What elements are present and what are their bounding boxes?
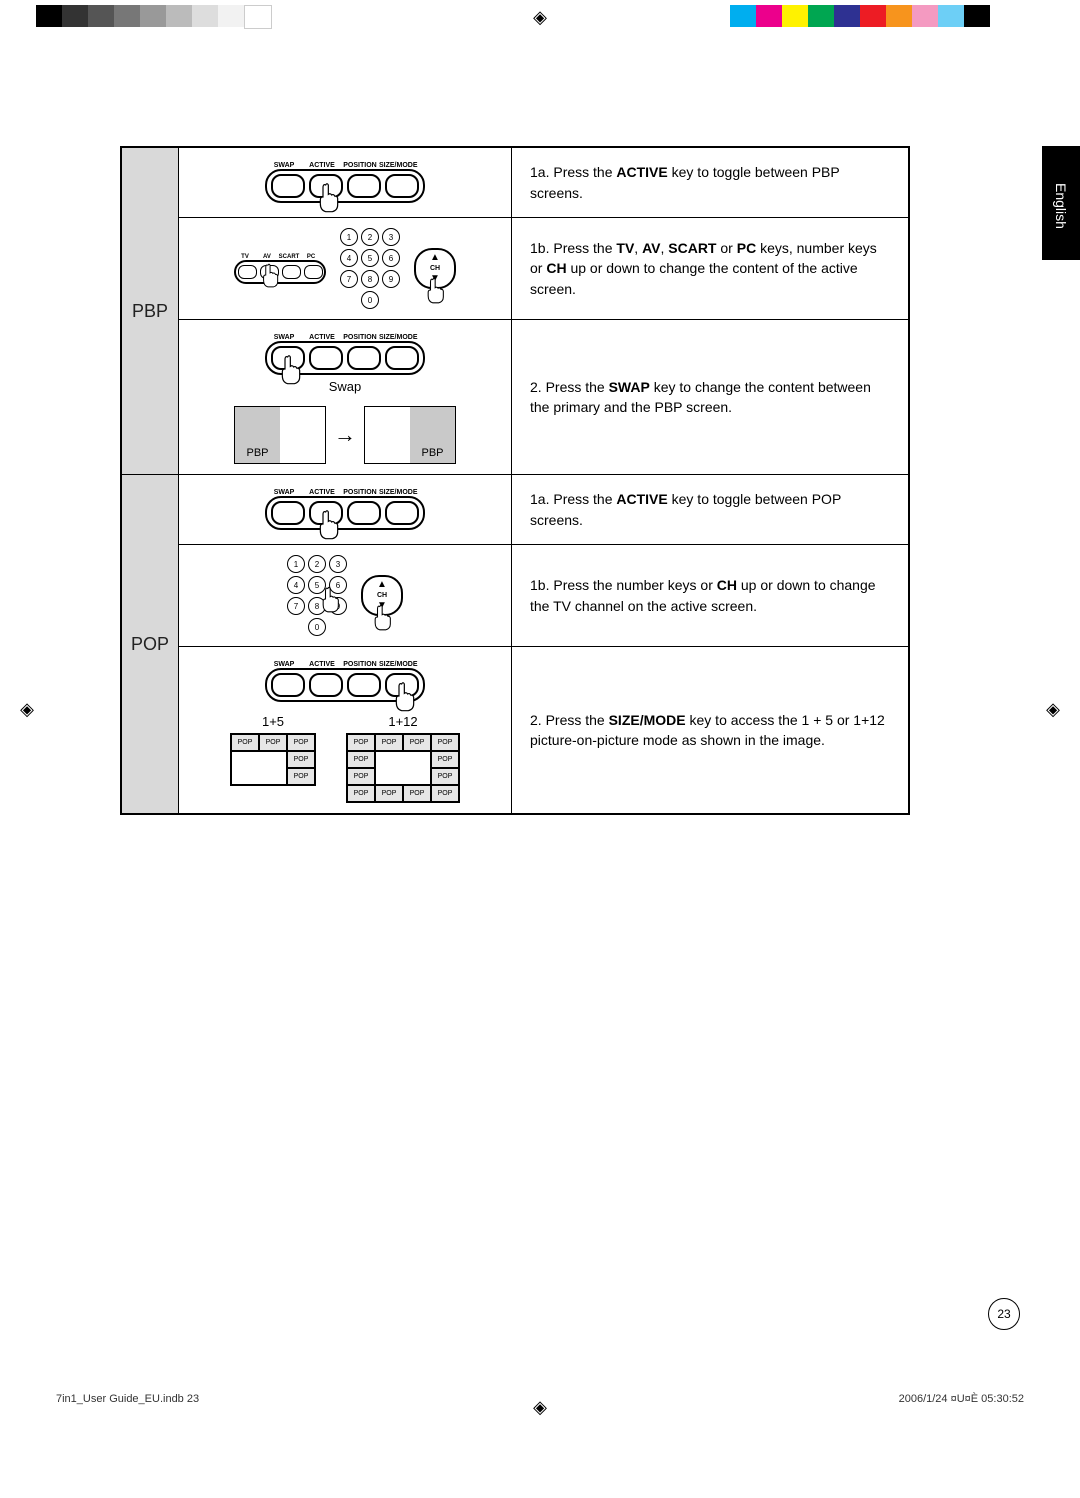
instruction-text: 2. Press the SWAP key to change the cont… — [512, 320, 910, 475]
swap-illustration: SWAPACTIVEPOSITIONSIZE/MODE Swap PBP → P… — [185, 330, 505, 464]
illustration-cell: SWAPACTIVEPOSITIONSIZE/MODE Swap PBP → P… — [179, 320, 512, 475]
channel-rocker: ▲CH▼ — [414, 248, 456, 289]
registration-mark-icon: ◈ — [531, 8, 549, 26]
instruction-text: 1b. Press the number keys or CH up or do… — [512, 545, 910, 647]
remote-four-button-strip: SWAPACTIVEPOSITIONSIZE/MODE — [265, 489, 425, 530]
illustration-cell: SWAPACTIVEPOSITIONSIZE/MODE 1+5POPPOPPOP… — [179, 647, 512, 815]
page-number: 23 — [988, 1298, 1020, 1330]
language-tab: English — [1042, 146, 1080, 260]
registration-mark-icon: ◈ — [18, 700, 36, 718]
illustration-cell: SWAPACTIVEPOSITIONSIZE/MODE — [179, 475, 512, 545]
illustration-cell: TVAVSCARTPC 1234567890 ▲CH▼ — [179, 218, 512, 320]
instruction-table: PBP SWAPACTIVEPOSITIONSIZE/MODE 1a. Pres… — [120, 146, 910, 815]
print-grayscale-bar — [36, 5, 272, 27]
source-button-strip: TVAVSCARTPC — [234, 254, 326, 284]
number-keypad: 1234567890 — [340, 228, 400, 309]
registration-mark-icon: ◈ — [531, 1398, 549, 1416]
remote-four-button-strip: SWAPACTIVEPOSITIONSIZE/MODE — [265, 661, 425, 702]
section-header: PBP — [121, 147, 179, 475]
remote-four-button-strip: SWAPACTIVEPOSITIONSIZE/MODE — [265, 334, 425, 375]
illustration-cell: SWAPACTIVEPOSITIONSIZE/MODE — [179, 147, 512, 218]
section-header: POP — [121, 475, 179, 815]
number-keypad: 1234567890 — [287, 555, 347, 636]
instruction-text: 1a. Press the ACTIVE key to toggle betwe… — [512, 475, 910, 545]
registration-mark-icon: ◈ — [1044, 700, 1062, 718]
instruction-text: 1a. Press the ACTIVE key to toggle betwe… — [512, 147, 910, 218]
channel-rocker: ▲CH▼ — [361, 575, 403, 616]
remote-four-button-strip: SWAPACTIVEPOSITIONSIZE/MODE — [265, 162, 425, 203]
footer-timestamp: 2006/1/24 ¤U¤È 05:30:52 — [899, 1393, 1024, 1405]
instruction-text: 1b. Press the TV, AV, SCART or PC keys, … — [512, 218, 910, 320]
instruction-text: 2. Press the SIZE/MODE key to access the… — [512, 647, 910, 815]
pop-mode-illustration: SWAPACTIVEPOSITIONSIZE/MODE 1+5POPPOPPOP… — [185, 657, 505, 803]
illustration-cell: 1234567890 ▲CH▼ — [179, 545, 512, 647]
print-color-bar — [730, 5, 990, 27]
footer-filename: 7in1_User Guide_EU.indb 23 — [56, 1393, 199, 1405]
